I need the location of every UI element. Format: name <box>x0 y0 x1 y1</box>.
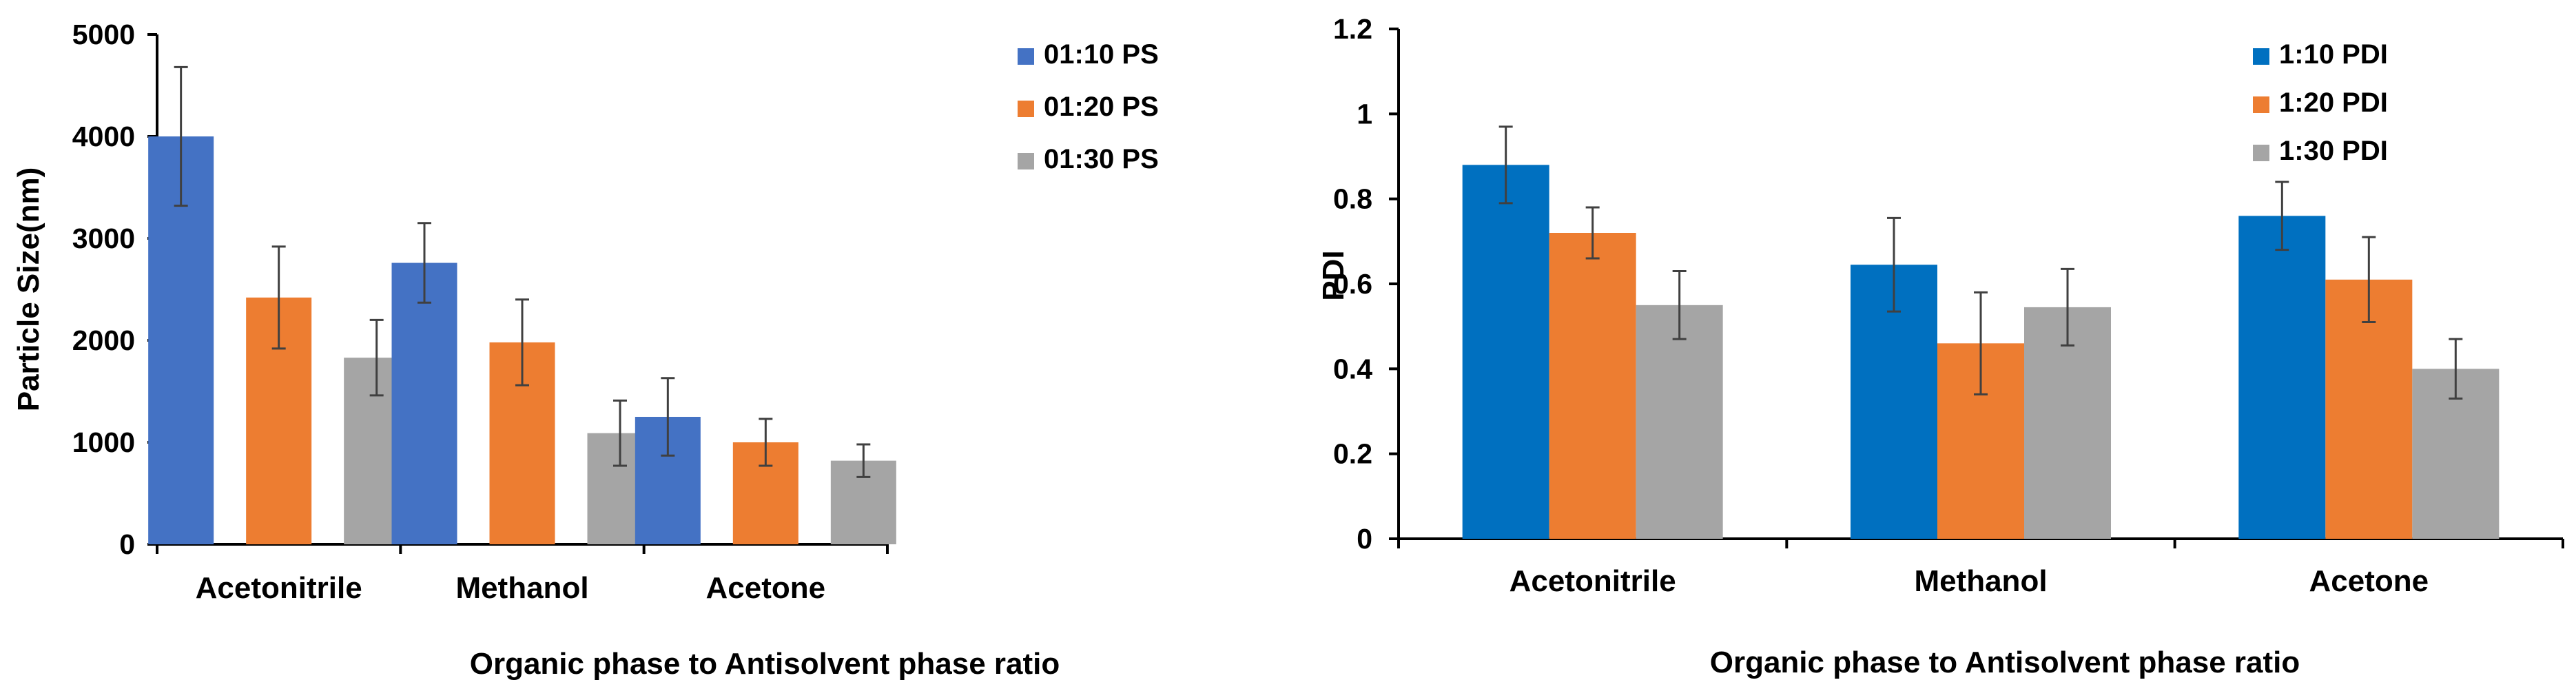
legend-swatch <box>2253 48 2269 65</box>
x-category-label: Acetonitrile <box>196 571 362 605</box>
legend-label: 1:20 PDI <box>2279 88 2388 118</box>
y-axis-title: PDI <box>1317 250 1350 300</box>
x-axis-title: Organic phase to Antisolvent phase ratio <box>470 647 1060 681</box>
y-tick-label: 0.4 <box>1333 353 1372 384</box>
y-tick-label: 0 <box>119 528 135 560</box>
bar-pdi-3-acetonitrile <box>1636 305 1723 539</box>
legend-label: 1:30 PDI <box>2279 136 2388 166</box>
y-tick-label: 1000 <box>72 426 135 458</box>
y-tick-label: 4000 <box>72 121 135 152</box>
x-category-label: Acetone <box>2309 564 2429 598</box>
legend: 01:10 PS 01:20 PS 01:30 PS <box>1018 39 1159 174</box>
bar-pdi-1-acetone <box>2238 216 2326 539</box>
legend-swatch <box>1018 101 1034 117</box>
bar-pdi-1-acetonitrile <box>1462 165 1549 539</box>
legend-swatch <box>1018 153 1034 169</box>
bar-ps-1-methanol <box>391 262 457 544</box>
y-tick-label: 1.2 <box>1333 13 1372 45</box>
legend: 1:10 PDI 1:20 PDI 1:30 PDI <box>2253 39 2388 166</box>
legend-swatch <box>1018 48 1034 65</box>
pdi-chart: 0 0.2 0.4 0.6 0.8 1 1.2 Acetonitrile Methanol Ace… <box>1317 13 2564 679</box>
y-tick-label: 0.8 <box>1333 183 1372 215</box>
y-tick-label: 1 <box>1357 98 1372 130</box>
legend-swatch <box>2253 145 2269 161</box>
y-tick-label: 0.2 <box>1333 438 1372 470</box>
x-axis-title: Organic phase to Antisolvent phase ratio <box>1710 646 2300 679</box>
particle-size-chart: 0 1000 2000 3000 4000 5000 Acetonitrile Methano… <box>12 19 1159 681</box>
x-category-label: Methanol <box>455 571 588 605</box>
y-tick-label: 3000 <box>72 223 135 254</box>
y-axis-title: Particle Size(nm) <box>12 167 45 412</box>
y-tick-label: 5000 <box>72 19 135 50</box>
x-category-label: Acetone <box>706 571 826 605</box>
bar-pdi-2-acetonitrile <box>1549 233 1636 539</box>
legend-label: 1:10 PDI <box>2279 39 2388 70</box>
legend-label: 01:10 PS <box>1044 39 1159 70</box>
y-tick-label: 0.6 <box>1333 268 1372 300</box>
y-tick-label: 0 <box>1357 523 1372 555</box>
y-tick-label: 2000 <box>72 325 135 356</box>
x-category-label: Methanol <box>1914 564 2047 598</box>
legend-label: 01:30 PS <box>1044 144 1159 174</box>
legend-swatch <box>2253 96 2269 113</box>
x-category-label: Acetonitrile <box>1509 564 1676 598</box>
legend-label: 01:20 PS <box>1044 92 1159 122</box>
